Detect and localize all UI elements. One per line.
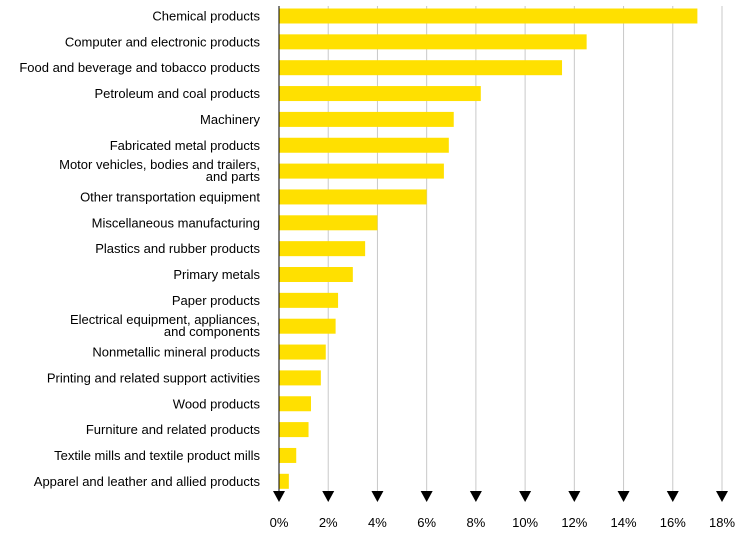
tick-marker [371, 491, 384, 502]
category-label: Electrical equipment, appliances, and com… [70, 312, 261, 339]
category-label: Computer and electronic products [65, 34, 261, 49]
tick-marker [322, 491, 335, 502]
x-tick-label: 4% [368, 515, 387, 530]
category-label: Primary metals [173, 267, 260, 282]
x-tick-label: 8% [466, 515, 485, 530]
tick-marker [273, 491, 285, 502]
category-label: Other transportation equipment [80, 189, 260, 204]
bar [279, 267, 353, 282]
grid-layer [327, 6, 723, 496]
category-labels: Chemical products Computer and electronic… [19, 9, 260, 489]
category-label: Food and beverage and tobacco products [19, 60, 260, 75]
bar [279, 396, 311, 412]
bar [279, 318, 336, 334]
category-label: Machinery [200, 112, 260, 127]
tick-marker [716, 491, 728, 502]
category-label: Nonmetallic mineral products [92, 345, 260, 360]
category-label: Plastics and rubber products [95, 241, 260, 256]
tick-marker [519, 491, 532, 502]
category-label: Wood products [173, 396, 261, 411]
category-label: Motor vehicles, bodies and trailers, and … [59, 157, 260, 184]
bar [279, 163, 444, 179]
bar [279, 370, 321, 386]
x-tick-label: 12% [561, 515, 587, 530]
bar [279, 111, 454, 127]
bar [279, 137, 449, 153]
category-label: Printing and related support activities [47, 370, 261, 385]
bar [279, 473, 289, 489]
bar [279, 189, 427, 205]
category-label: Fabricated metal products [110, 138, 261, 153]
category-label: Furniture and related products [86, 422, 261, 437]
x-tick-label: 0% [270, 515, 289, 530]
tick-marker [420, 491, 433, 502]
bar [279, 292, 339, 308]
category-label: Petroleum and coal products [95, 86, 261, 101]
bar [279, 422, 309, 438]
bar [279, 8, 698, 24]
x-tick-label: 16% [660, 515, 686, 530]
bar [279, 86, 481, 102]
x-tick-label: 2% [319, 515, 338, 530]
x-tick-label: 14% [611, 515, 637, 530]
tick-marker [666, 491, 679, 502]
category-label: Chemical products [152, 9, 260, 24]
bar-layer [279, 8, 698, 489]
category-label: Textile mills and textile product mills [54, 448, 260, 463]
bar [279, 241, 366, 257]
tick-marker [617, 491, 630, 502]
tick-marker [568, 491, 581, 502]
category-label: Paper products [172, 293, 261, 308]
x-tick-label: 18% [709, 515, 735, 530]
bar [279, 60, 563, 76]
bar [279, 344, 326, 360]
tick-marker [469, 491, 482, 502]
x-tick-label: 10% [512, 515, 538, 530]
bar [279, 215, 378, 231]
x-tick-label: 6% [417, 515, 436, 530]
category-label: Miscellaneous manufacturing [92, 215, 260, 230]
category-label: Apparel and leather and allied products [34, 474, 261, 489]
bar [279, 447, 297, 463]
bar [279, 34, 587, 50]
x-axis: 0% 2% 4% 6% 8% 10% 12% 14% 16% 18% [270, 6, 735, 530]
